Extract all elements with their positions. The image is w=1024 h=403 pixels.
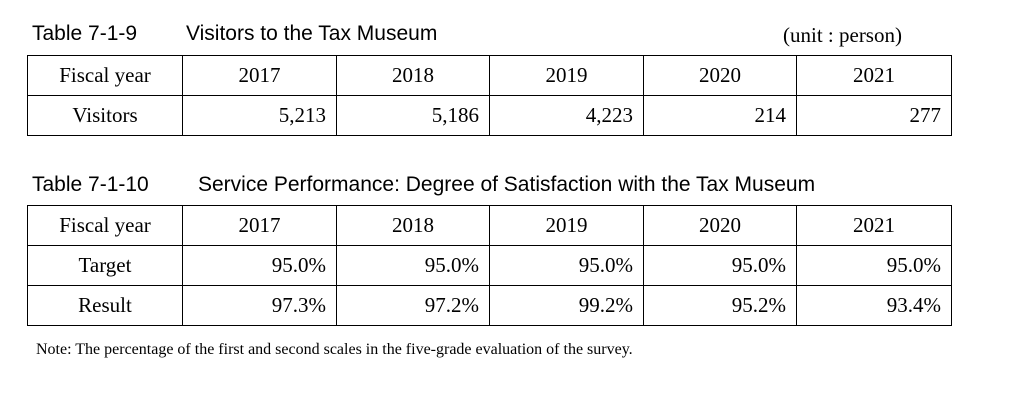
cell-value: 99.2% xyxy=(489,285,644,326)
cell-value: 95.2% xyxy=(643,285,797,326)
table-header-row: Fiscal year 2017 2018 2019 2020 2021 xyxy=(27,205,952,246)
table2-label: Table 7-1-10 xyxy=(32,173,149,196)
header-year-2021: 2021 xyxy=(796,55,952,96)
table1-label: Table 7-1-9 xyxy=(32,22,138,45)
table-note: Note: The percentage of the first and se… xyxy=(36,341,633,358)
header-year-2019: 2019 xyxy=(489,205,644,246)
table-row: Visitors 5,213 5,186 4,223 214 277 xyxy=(27,95,952,136)
cell-value: 97.2% xyxy=(336,285,490,326)
header-year-2020: 2020 xyxy=(643,205,797,246)
cell-value: 214 xyxy=(643,95,797,136)
table2-title: Service Performance: Degree of Satisfact… xyxy=(198,173,816,196)
cell-value: 95.0% xyxy=(489,245,644,286)
table1-title: Visitors to the Tax Museum xyxy=(186,22,438,45)
cell-value: 95.0% xyxy=(336,245,490,286)
cell-value: 93.4% xyxy=(796,285,952,326)
header-year-2017: 2017 xyxy=(182,205,337,246)
row-label-target: Target xyxy=(27,245,183,286)
header-year-2017: 2017 xyxy=(182,55,337,96)
cell-value: 4,223 xyxy=(489,95,644,136)
table1-unit: (unit : person) xyxy=(783,23,902,47)
table-row: Target 95.0% 95.0% 95.0% 95.0% 95.0% xyxy=(27,245,952,286)
header-year-2018: 2018 xyxy=(336,55,490,96)
header-year-2020: 2020 xyxy=(643,55,797,96)
satisfaction-table: Fiscal year 2017 2018 2019 2020 2021 Tar… xyxy=(27,205,952,326)
table-header-row: Fiscal year 2017 2018 2019 2020 2021 xyxy=(27,55,952,96)
cell-value: 95.0% xyxy=(182,245,337,286)
cell-value: 95.0% xyxy=(643,245,797,286)
header-year-2019: 2019 xyxy=(489,55,644,96)
header-fiscal-year: Fiscal year xyxy=(27,205,183,246)
header-fiscal-year: Fiscal year xyxy=(27,55,183,96)
cell-value: 5,186 xyxy=(336,95,490,136)
header-year-2018: 2018 xyxy=(336,205,490,246)
cell-value: 277 xyxy=(796,95,952,136)
cell-value: 95.0% xyxy=(796,245,952,286)
cell-value: 97.3% xyxy=(182,285,337,326)
header-year-2021: 2021 xyxy=(796,205,952,246)
cell-value: 5,213 xyxy=(182,95,337,136)
table-row: Result 97.3% 97.2% 99.2% 95.2% 93.4% xyxy=(27,285,952,326)
row-label-result: Result xyxy=(27,285,183,326)
visitors-table: Fiscal year 2017 2018 2019 2020 2021 Vis… xyxy=(27,55,952,136)
row-label-visitors: Visitors xyxy=(27,95,183,136)
